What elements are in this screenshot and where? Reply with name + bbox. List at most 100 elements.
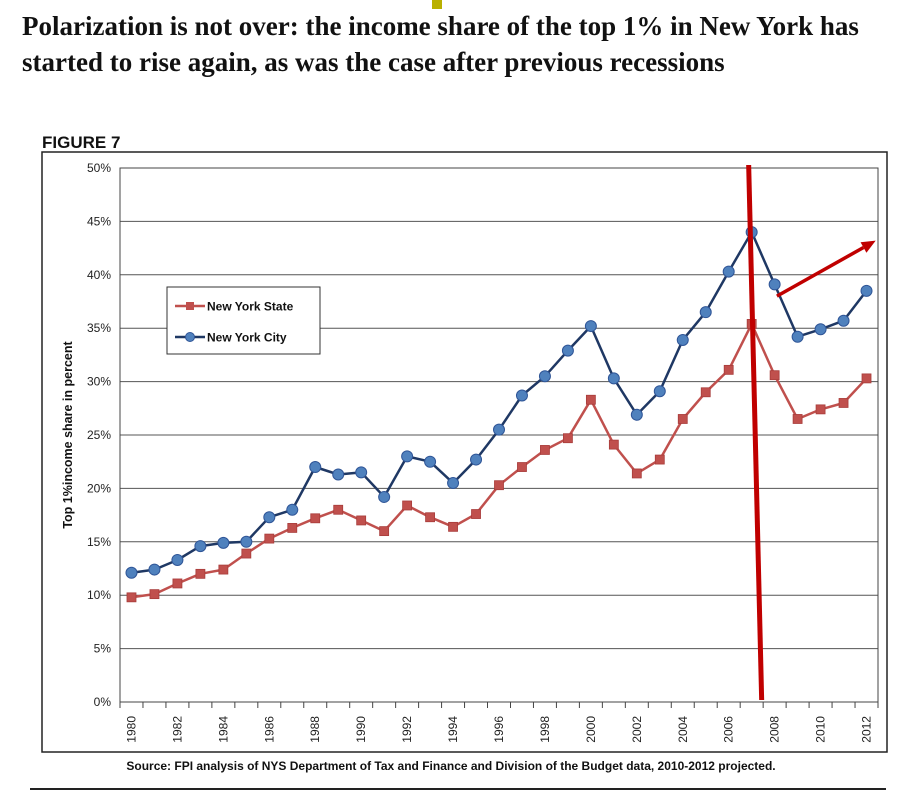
legend-label: New York City bbox=[207, 331, 287, 345]
y-tick-label: 0% bbox=[94, 695, 112, 709]
y-tick-label: 45% bbox=[87, 214, 111, 228]
y-tick-label: 50% bbox=[87, 161, 111, 175]
nyc-point bbox=[561, 344, 574, 357]
nys-point bbox=[861, 373, 872, 384]
nyc-point bbox=[263, 511, 276, 524]
nys-point bbox=[677, 414, 688, 424]
nyc-point bbox=[240, 535, 253, 548]
x-tick-label: 1992 bbox=[400, 716, 414, 743]
nyc-point bbox=[607, 372, 620, 385]
x-tick-label: 1988 bbox=[308, 716, 322, 743]
nys-point bbox=[838, 398, 849, 408]
nyc-point bbox=[286, 503, 299, 516]
accent-mark bbox=[432, 0, 442, 9]
nyc-point bbox=[125, 566, 138, 579]
nyc-point bbox=[171, 553, 184, 566]
nyc-point bbox=[148, 563, 161, 576]
nys-point bbox=[333, 504, 344, 515]
rise-arrow-head bbox=[860, 240, 876, 253]
nyc-point bbox=[653, 385, 666, 398]
x-tick-label: 1980 bbox=[124, 716, 138, 743]
y-tick-label: 20% bbox=[87, 481, 111, 495]
x-tick-label: 1986 bbox=[262, 716, 276, 743]
nys-point bbox=[563, 433, 573, 444]
nys-point bbox=[264, 533, 275, 544]
nys-point bbox=[494, 480, 504, 491]
x-tick-label: 1998 bbox=[538, 716, 552, 743]
nys-point bbox=[379, 526, 390, 537]
nyc-point bbox=[355, 466, 368, 479]
y-tick-label: 5% bbox=[94, 642, 112, 656]
nyc-point bbox=[676, 333, 689, 346]
nys-point bbox=[608, 439, 619, 450]
x-tick-label: 2008 bbox=[768, 716, 782, 743]
nys-point bbox=[402, 500, 413, 511]
nyc-point bbox=[584, 320, 597, 333]
legend-marker-square bbox=[186, 302, 194, 310]
nyc-point bbox=[217, 536, 230, 549]
nyc-point bbox=[515, 389, 528, 402]
nys-point bbox=[815, 404, 826, 415]
legend-marker-circle bbox=[185, 332, 195, 342]
nys-point bbox=[287, 523, 298, 533]
nyc-point bbox=[814, 323, 827, 336]
y-tick-label: 15% bbox=[87, 535, 111, 549]
nys-point bbox=[631, 468, 642, 479]
nyc-point bbox=[768, 278, 781, 291]
nyc-point bbox=[699, 306, 712, 319]
figure-label: FIGURE 7 bbox=[42, 133, 121, 152]
nys-point bbox=[448, 521, 458, 532]
nyc-point bbox=[837, 314, 850, 327]
nys-point bbox=[654, 454, 665, 465]
legend-box bbox=[166, 286, 321, 355]
nys-point bbox=[769, 370, 780, 381]
nys-point bbox=[172, 578, 183, 589]
nys-point bbox=[356, 515, 367, 526]
bottom-rule bbox=[30, 788, 886, 790]
y-tick-label: 25% bbox=[87, 428, 111, 442]
plot-area bbox=[119, 167, 879, 703]
nys-point bbox=[126, 592, 137, 603]
nyc-point bbox=[401, 450, 414, 463]
y-tick-label: 35% bbox=[87, 321, 111, 335]
nys-point bbox=[723, 364, 734, 375]
x-tick-label: 1994 bbox=[446, 716, 460, 743]
source-note: Source: FPI analysis of NYS Department o… bbox=[126, 759, 776, 773]
nyc-point bbox=[470, 453, 483, 466]
nyc-point bbox=[538, 370, 551, 383]
y-tick-label: 30% bbox=[87, 375, 111, 389]
recession-marker-line bbox=[746, 164, 765, 701]
nys-point bbox=[540, 445, 550, 455]
y-tick-label: 40% bbox=[87, 268, 111, 282]
nys-point bbox=[700, 387, 711, 398]
nyc-point bbox=[378, 490, 391, 503]
y-tick-label: 10% bbox=[87, 588, 111, 602]
x-tick-label: 2006 bbox=[722, 716, 736, 743]
x-tick-label: 2010 bbox=[814, 716, 828, 743]
nys-point bbox=[218, 564, 229, 575]
rise-arrow-shaft bbox=[776, 245, 865, 298]
x-tick-label: 2004 bbox=[676, 716, 690, 743]
nys-point bbox=[195, 568, 206, 579]
headline: Polarization is not over: the income sha… bbox=[22, 11, 859, 77]
nyc-point bbox=[493, 423, 505, 436]
nys-point bbox=[471, 509, 481, 519]
nys-point bbox=[425, 512, 435, 523]
nyc-point bbox=[791, 330, 804, 343]
nyc-point bbox=[722, 265, 735, 278]
nyc-point bbox=[447, 477, 460, 490]
x-tick-label: 1990 bbox=[354, 716, 368, 743]
x-tick-label: 1984 bbox=[216, 716, 230, 743]
nys-point bbox=[585, 394, 596, 405]
nys-point bbox=[241, 548, 252, 559]
x-tick-label: 1996 bbox=[492, 716, 506, 743]
x-tick-label: 2012 bbox=[860, 716, 874, 743]
nys-point bbox=[310, 513, 321, 524]
x-tick-label: 1982 bbox=[170, 716, 184, 743]
nys-point bbox=[792, 414, 803, 424]
x-tick-label: 2002 bbox=[630, 716, 644, 743]
nys-point bbox=[149, 589, 160, 600]
nyc-point bbox=[630, 408, 643, 421]
figure-frame bbox=[41, 151, 888, 753]
